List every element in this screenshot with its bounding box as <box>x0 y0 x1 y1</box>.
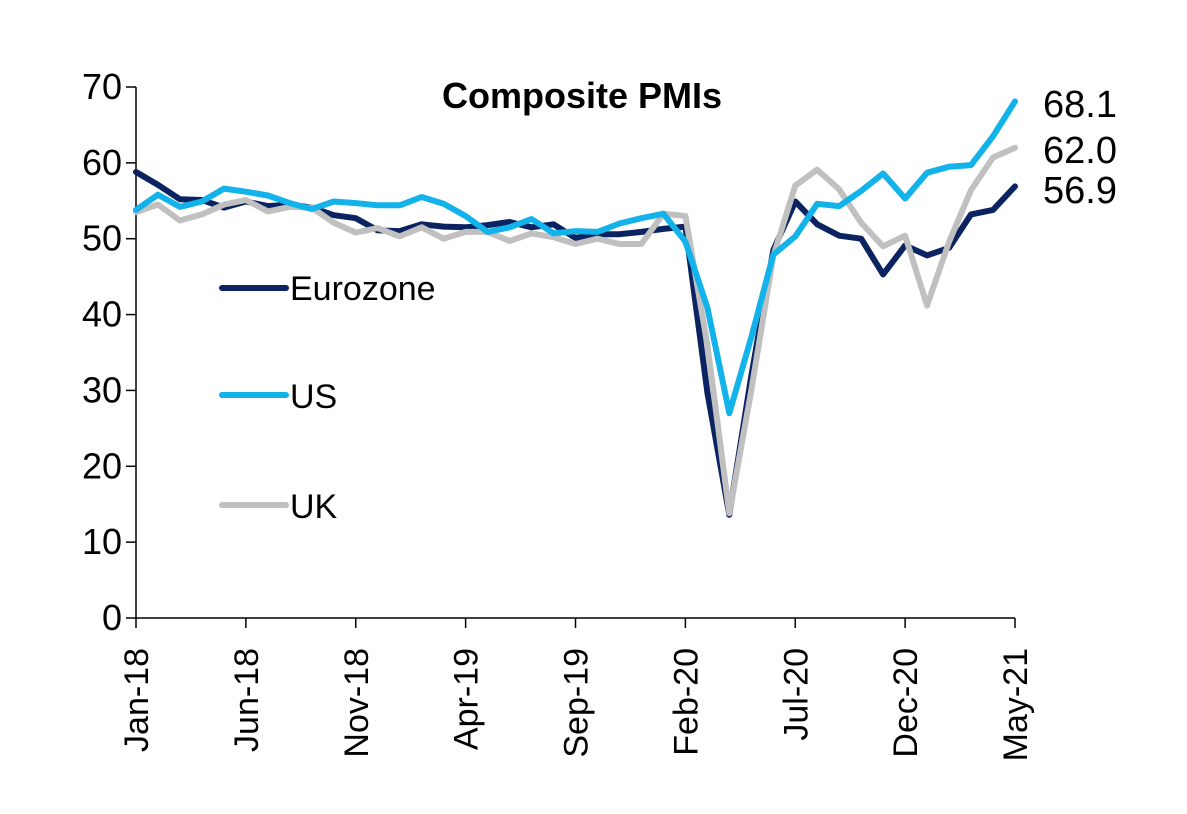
legend-item-eurozone: Eurozone <box>219 270 436 308</box>
series-line-us <box>133 98 1018 417</box>
x-tick-label: Apr-19 <box>448 648 486 750</box>
x-tick-label: Feb-20 <box>667 648 705 756</box>
x-tick-label: Sep-19 <box>558 648 596 758</box>
end-label-uk: 62.0 <box>1043 130 1117 172</box>
y-tick-label: 60 <box>82 142 122 183</box>
x-tick-label: May-21 <box>997 648 1035 761</box>
y-tick-label: 10 <box>82 521 122 562</box>
legend-label-us: US <box>290 378 337 416</box>
x-tick-label: Nov-18 <box>338 648 376 758</box>
x-tick-label: Jul-20 <box>777 648 815 741</box>
y-tick-label: 0 <box>102 597 122 638</box>
legend-item-us: US <box>219 378 337 416</box>
x-tick-label: Jun-18 <box>228 648 266 752</box>
series-line-uk <box>133 144 1018 517</box>
y-tick-label: 30 <box>82 369 122 410</box>
end-value-labels: 68.1 62.0 56.9 <box>1043 84 1117 212</box>
legend-label-eurozone: Eurozone <box>290 270 436 308</box>
chart-title: Composite PMIs <box>442 75 722 116</box>
y-tick-label: 20 <box>82 445 122 486</box>
x-axis: Jan-18 Jun-18 Nov-18 Apr-19 Sep-19 Feb-20 Jul-… <box>118 617 1035 761</box>
x-tick-label: Jan-18 <box>118 648 156 752</box>
end-label-eurozone: 56.9 <box>1043 170 1117 212</box>
y-axis: 0 10 20 30 40 50 60 70 <box>82 66 137 638</box>
y-tick-label: 50 <box>82 218 122 259</box>
y-tick-label: 40 <box>82 294 122 335</box>
end-label-us: 68.1 <box>1043 84 1117 126</box>
legend-item-uk: UK <box>219 488 338 526</box>
series-line-eurozone <box>133 169 1018 518</box>
y-tick-label: 70 <box>82 66 122 107</box>
legend: Eurozone US UK <box>219 270 436 526</box>
legend-label-uk: UK <box>290 488 338 526</box>
x-tick-label: Dec-20 <box>887 648 925 758</box>
series-lines <box>133 98 1018 518</box>
